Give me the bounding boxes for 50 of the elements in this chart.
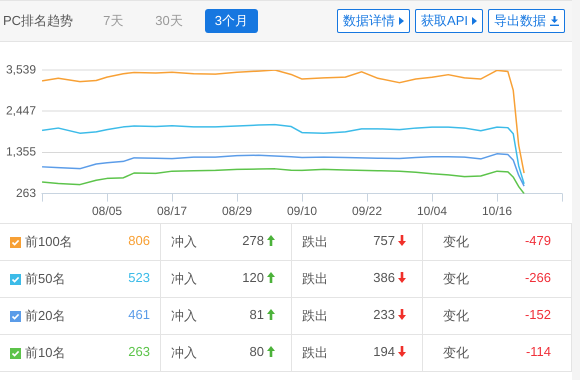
x-tick-label: 10/16 bbox=[482, 204, 512, 218]
y-tick-label: 3,539 bbox=[6, 62, 36, 76]
text: 3个月 bbox=[204, 9, 258, 33]
x-tick-label: 08/05 bbox=[92, 204, 122, 218]
text: -266 bbox=[524, 270, 551, 285]
y-tick-label: 263 bbox=[16, 186, 36, 200]
x-tick-label: 08/29 bbox=[222, 204, 252, 218]
text: 461 bbox=[128, 307, 150, 322]
text: 变化 bbox=[443, 234, 469, 249]
x-tick-label: 08/17 bbox=[157, 204, 188, 218]
text: 导出数据 bbox=[488, 9, 565, 33]
legend-label: 前100名 bbox=[24, 233, 73, 251]
text: 120 bbox=[242, 270, 265, 285]
text: 233 bbox=[373, 307, 396, 322]
text: 跌出 bbox=[302, 345, 328, 360]
text: 194 bbox=[373, 344, 396, 359]
text: 263 bbox=[128, 344, 150, 359]
text: 806 bbox=[128, 233, 150, 248]
legend-label: 前20名 bbox=[24, 307, 66, 325]
text: 30天 bbox=[154, 12, 184, 30]
text: 跌出 bbox=[302, 234, 328, 249]
text: 变化 bbox=[443, 308, 469, 323]
text: 278 bbox=[242, 233, 265, 248]
text: 81 bbox=[250, 307, 265, 322]
legend-label: 前50名 bbox=[24, 270, 66, 288]
x-tick-label: 10/04 bbox=[416, 204, 448, 218]
text: 冲入 bbox=[171, 345, 197, 360]
text: 跌出 bbox=[302, 308, 328, 323]
text: 跌出 bbox=[302, 271, 328, 286]
text: 数据详情 bbox=[337, 9, 410, 33]
text: -479 bbox=[524, 233, 551, 248]
x-tick-label: 09/10 bbox=[287, 204, 318, 218]
chart-title: PC排名趋势 bbox=[3, 12, 74, 30]
text: 变化 bbox=[443, 345, 469, 360]
text: -114 bbox=[526, 344, 551, 359]
y-tick-label: 2,447 bbox=[6, 104, 36, 118]
text: 7天 bbox=[102, 12, 124, 30]
text: 获取API bbox=[415, 9, 483, 33]
text: 变化 bbox=[443, 271, 469, 286]
text: 冲入 bbox=[171, 271, 197, 286]
y-tick-label: 1,355 bbox=[6, 144, 36, 159]
x-tick-label: 09/22 bbox=[352, 204, 382, 218]
text: -152 bbox=[524, 307, 551, 322]
text: 523 bbox=[128, 270, 150, 285]
text: 757 bbox=[373, 233, 396, 248]
legend-label: 前10名 bbox=[24, 344, 66, 362]
text: 冲入 bbox=[171, 308, 197, 323]
text: 386 bbox=[373, 270, 396, 285]
text: 80 bbox=[250, 344, 265, 359]
text: 冲入 bbox=[171, 234, 197, 249]
